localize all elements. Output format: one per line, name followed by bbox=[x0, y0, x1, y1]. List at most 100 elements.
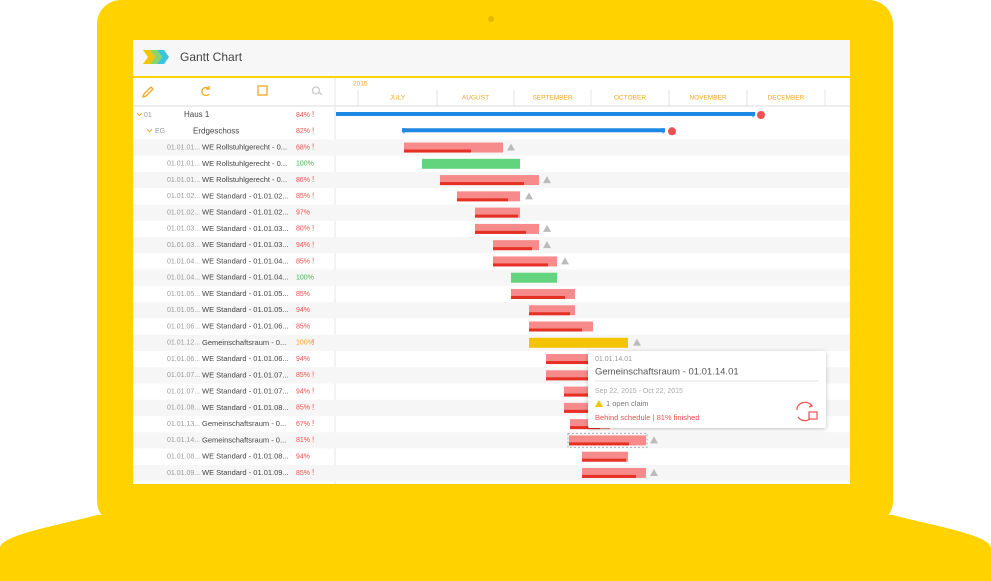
task-id[interactable]: 01.01.07... bbox=[167, 388, 200, 395]
progress-bar bbox=[404, 149, 471, 153]
task-id[interactable]: 01.01.06... bbox=[167, 323, 200, 330]
task-name[interactable]: WE Standard - 01.01.05... bbox=[202, 289, 289, 298]
task-percent: 85% bbox=[296, 372, 310, 379]
task-name[interactable]: WE Standard - 01.01.07... bbox=[202, 387, 289, 396]
task-id[interactable]: 01.01.01... bbox=[167, 177, 200, 184]
task-bar[interactable] bbox=[493, 256, 557, 267]
task-bar[interactable] bbox=[511, 288, 575, 299]
task-bar[interactable] bbox=[529, 305, 575, 316]
task-bar[interactable] bbox=[440, 175, 539, 186]
task-name[interactable]: WE Rollstuhlgerecht - 0... bbox=[202, 143, 287, 152]
task-id[interactable]: 01.01.04... bbox=[167, 258, 200, 265]
task-name[interactable]: WE Standard - 01.01.02... bbox=[202, 208, 289, 217]
task-id[interactable]: 01.01.07... bbox=[167, 372, 200, 379]
task-id[interactable]: 01.01.01... bbox=[167, 144, 200, 151]
progress-bar bbox=[493, 263, 548, 267]
progress-bar bbox=[475, 214, 518, 218]
task-name[interactable]: WE Standard - 01.01.07... bbox=[202, 370, 289, 379]
task-id[interactable]: 01.01.12... bbox=[167, 340, 200, 347]
task-percent: 100% bbox=[296, 275, 314, 282]
task-percent: 85% bbox=[296, 193, 310, 200]
progress-bar bbox=[529, 312, 570, 316]
task-bar[interactable] bbox=[546, 370, 600, 381]
month-label: SEPTEMBER bbox=[532, 95, 572, 102]
task-bar[interactable] bbox=[404, 142, 503, 153]
task-name[interactable]: WE Standard - 01.01.09... bbox=[202, 468, 289, 477]
summary-bar[interactable] bbox=[336, 112, 755, 116]
warning-icon bbox=[595, 400, 603, 407]
expand-toggle[interactable] bbox=[146, 128, 153, 133]
summary-bar[interactable] bbox=[402, 128, 665, 133]
task-bar[interactable] bbox=[422, 158, 520, 169]
task-percent: 94% bbox=[296, 242, 310, 249]
task-id[interactable]: 01.01.08... bbox=[167, 454, 200, 461]
task-id[interactable]: 01.01.06... bbox=[167, 356, 200, 363]
task-percent: 97% bbox=[296, 209, 310, 216]
task-bar[interactable] bbox=[529, 337, 628, 348]
task-percent: 85% bbox=[296, 470, 310, 477]
task-name[interactable]: Gemeinschaftsraum - 0... bbox=[202, 419, 286, 428]
task-name[interactable]: WE Standard - 01.01.05... bbox=[202, 305, 289, 314]
group-flag: ! bbox=[312, 110, 314, 119]
task-id[interactable]: 01.01.02... bbox=[167, 209, 200, 216]
task-bar[interactable] bbox=[564, 402, 600, 413]
task-id[interactable]: 01.01.03... bbox=[167, 242, 200, 249]
task-name[interactable]: WE Standard - 01.01.02... bbox=[202, 191, 289, 200]
task-bar[interactable] bbox=[564, 386, 600, 397]
search-button[interactable] bbox=[311, 86, 323, 96]
group-flag: ! bbox=[312, 126, 314, 135]
progress-bar bbox=[569, 442, 629, 446]
task-flag: ! bbox=[312, 224, 314, 233]
task-name[interactable]: WE Standard - 01.01.06... bbox=[202, 354, 289, 363]
task-name[interactable]: WE Standard - 01.01.08... bbox=[202, 403, 289, 412]
group-id: 01 bbox=[144, 112, 152, 119]
task-flag: ! bbox=[312, 403, 314, 412]
laptop-base bbox=[0, 515, 991, 581]
summary-end bbox=[661, 128, 665, 135]
month-label: AUGUST bbox=[462, 95, 489, 102]
refresh-button[interactable] bbox=[201, 86, 210, 97]
progress-bar bbox=[529, 328, 582, 332]
tooltip-id: 01.01.14.01 bbox=[595, 356, 632, 363]
task-bar[interactable] bbox=[546, 354, 600, 365]
month-label: JULY bbox=[390, 95, 406, 102]
task-id[interactable]: 01.01.09... bbox=[167, 470, 200, 477]
tooltip-status: Behind schedule | 81% finished bbox=[595, 413, 700, 422]
calendar-button[interactable] bbox=[257, 85, 268, 96]
task-name[interactable]: WE Standard - 01.01.03... bbox=[202, 224, 289, 233]
task-name[interactable]: WE Rollstuhlgerecht - 0... bbox=[202, 175, 287, 184]
task-bar[interactable] bbox=[569, 435, 646, 446]
task-id[interactable]: 01.01.01... bbox=[167, 161, 200, 168]
task-bar[interactable] bbox=[457, 191, 520, 202]
task-id[interactable]: 01.01.02... bbox=[167, 193, 200, 200]
task-id[interactable]: 01.01.08... bbox=[167, 405, 200, 412]
task-name[interactable]: WE Standard - 01.01.08... bbox=[202, 452, 289, 461]
expand-toggle[interactable] bbox=[136, 112, 143, 117]
warning-marker bbox=[543, 224, 551, 232]
task-percent: 85% bbox=[296, 323, 310, 330]
task-name[interactable]: WE Standard - 01.01.06... bbox=[202, 321, 289, 330]
task-bar[interactable] bbox=[529, 321, 593, 332]
task-name[interactable]: Gemeinschaftsraum - 0... bbox=[202, 435, 286, 444]
task-bar[interactable] bbox=[475, 223, 539, 234]
task-percent: 85% bbox=[296, 291, 310, 298]
task-id[interactable]: 01.01.05... bbox=[167, 291, 200, 298]
task-name[interactable]: WE Standard - 01.01.04... bbox=[202, 256, 289, 265]
task-id[interactable]: 01.01.05... bbox=[167, 307, 200, 314]
task-bar[interactable] bbox=[475, 207, 520, 218]
task-bar[interactable] bbox=[582, 451, 628, 462]
task-flag: ! bbox=[312, 143, 314, 152]
edit-button[interactable] bbox=[141, 86, 154, 99]
task-id[interactable]: 01.01.03... bbox=[167, 226, 200, 233]
task-bar[interactable] bbox=[493, 240, 539, 251]
task-id[interactable]: 01.01.14... bbox=[167, 437, 200, 444]
task-id[interactable]: 01.01.13... bbox=[167, 421, 200, 428]
task-name[interactable]: Gemeinschaftsraum - 0... bbox=[202, 338, 286, 347]
task-flag: ! bbox=[312, 370, 314, 379]
task-id[interactable]: 01.01.04... bbox=[167, 275, 200, 282]
task-name[interactable]: WE Standard - 01.01.03... bbox=[202, 240, 289, 249]
task-name[interactable]: WE Standard - 01.01.04... bbox=[202, 273, 289, 282]
task-bar[interactable] bbox=[582, 467, 646, 478]
task-name[interactable]: WE Rollstuhlgerecht - 0... bbox=[202, 159, 287, 168]
task-bar[interactable] bbox=[511, 272, 557, 283]
